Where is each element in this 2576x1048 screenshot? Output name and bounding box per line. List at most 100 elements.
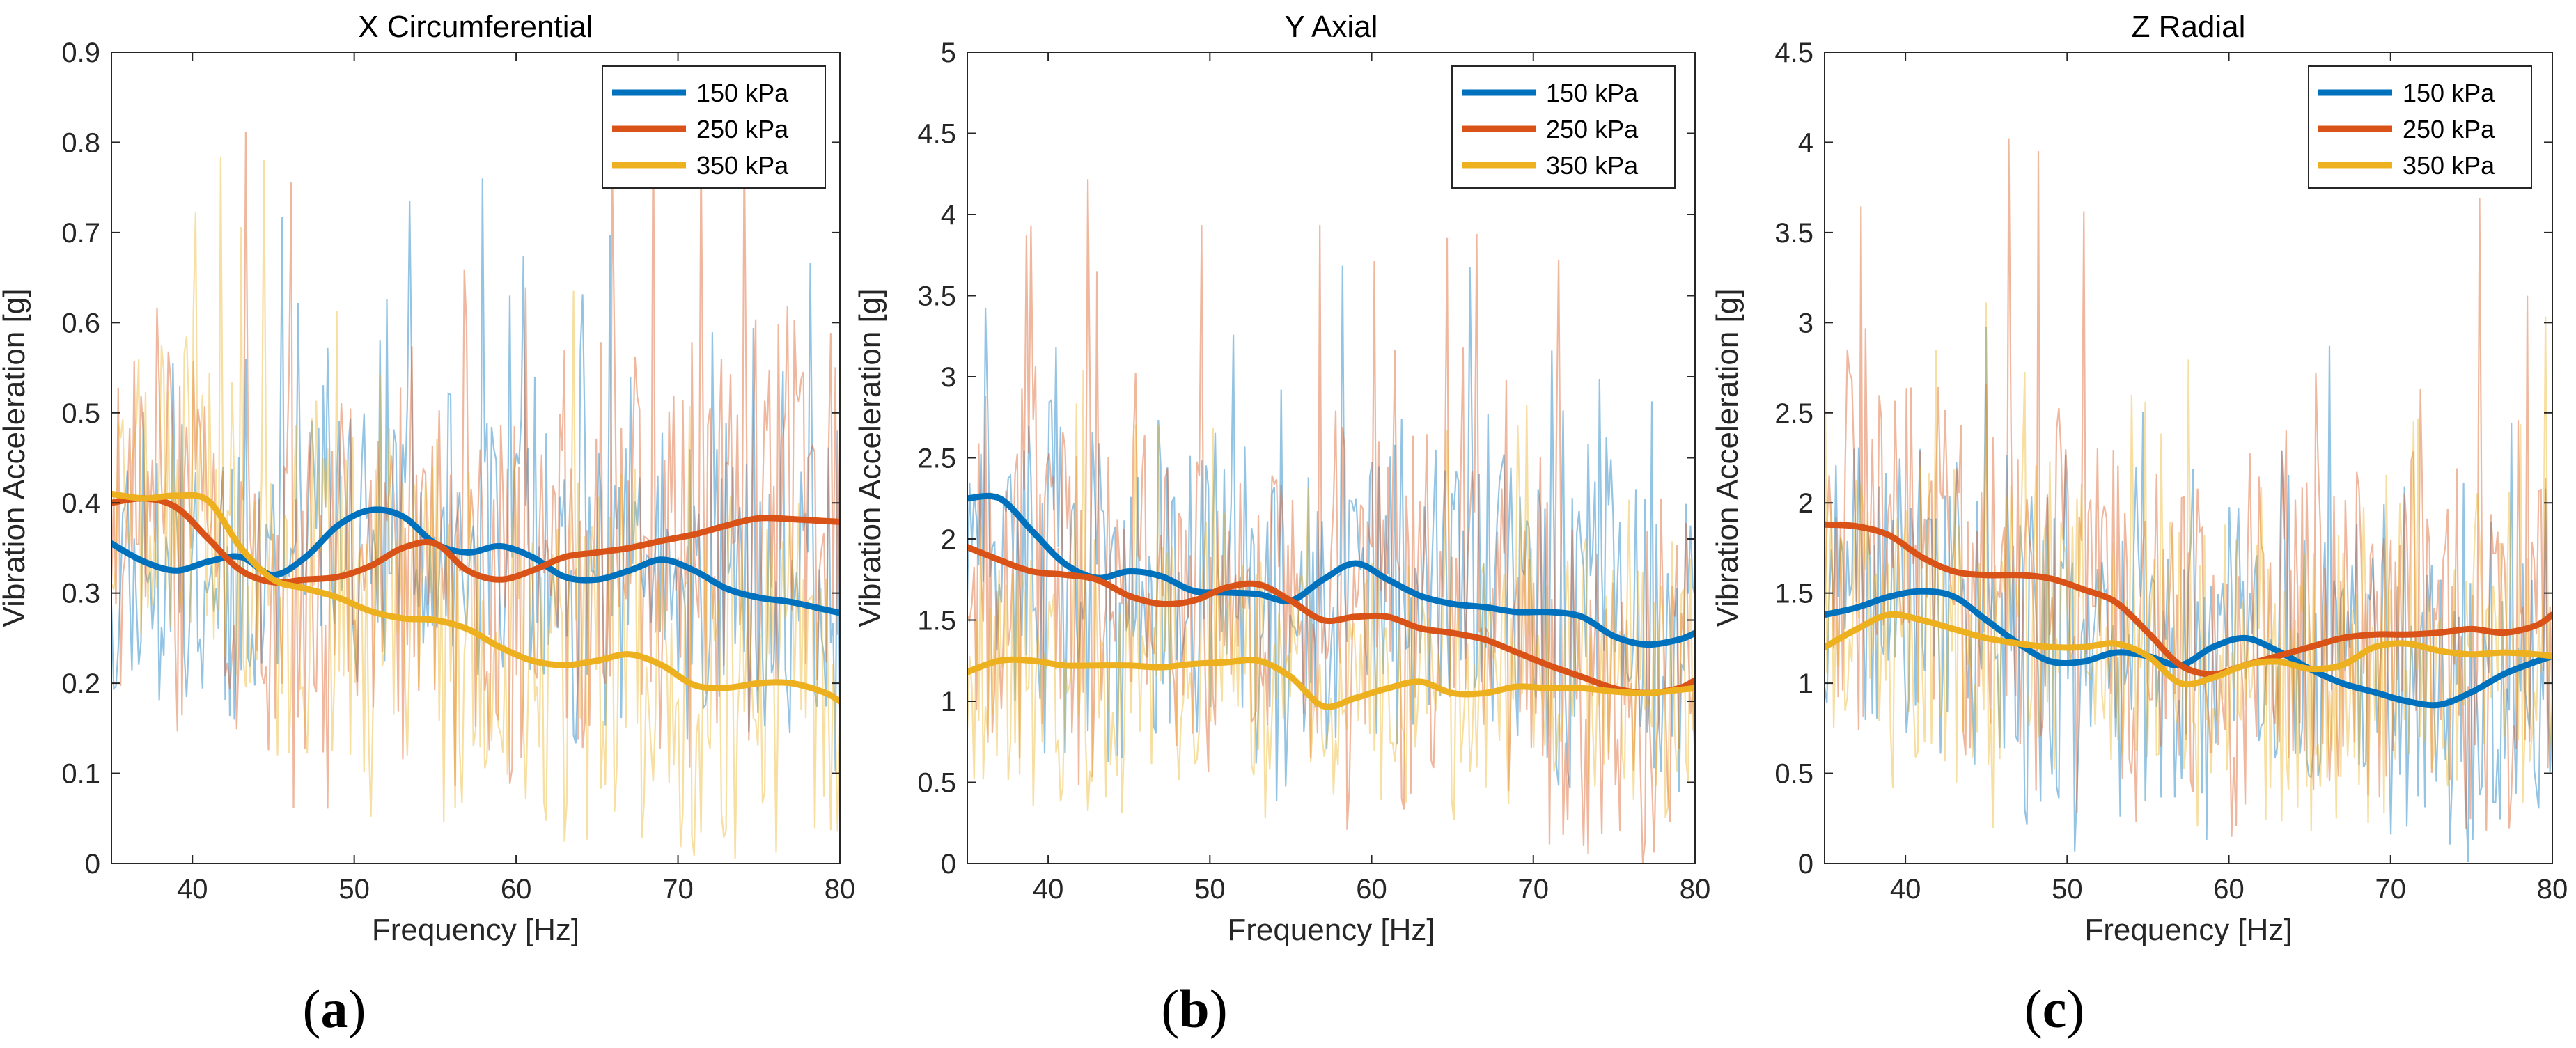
panel-label: (b) (1161, 978, 1227, 1039)
x-tick-label: 50 (2052, 874, 2083, 905)
series-raw-250-kpa (967, 179, 1695, 863)
y-tick-label: 0.1 (61, 759, 100, 790)
y-tick-label: 1 (1798, 668, 1813, 699)
panel-label-open: ( (1161, 978, 1179, 1039)
legend-entry: 150 kPa (1546, 79, 1639, 107)
y-tick-label: 3 (1798, 308, 1813, 338)
x-tick-label: 80 (2537, 874, 2568, 905)
chart-title: X Circumferential (358, 10, 593, 44)
x-tick-label: 40 (1890, 874, 1921, 905)
y-tick-label: 2.5 (917, 444, 956, 474)
y-tick-label: 3.5 (1774, 218, 1813, 249)
x-tick-label: 60 (501, 874, 532, 905)
y-tick-label: 2.5 (1774, 398, 1813, 429)
legend-entry: 250 kPa (696, 115, 789, 143)
series-line-250-kpa (1825, 521, 2552, 678)
panel-label-letter: c (2043, 978, 2067, 1039)
x-tick-label: 60 (2213, 874, 2245, 905)
plot-lines (967, 179, 1695, 863)
panel-label-open: ( (2024, 978, 2043, 1039)
series-line-150-kpa (1825, 588, 2552, 709)
y-tick-label: 0.8 (61, 127, 100, 158)
y-tick-label: 4 (1798, 127, 1813, 158)
chart-title: Z Radial (2132, 10, 2246, 44)
y-tick-label: 0 (941, 849, 956, 879)
legend-entry: 150 kPa (696, 79, 789, 107)
x-tick-label: 80 (825, 874, 856, 905)
panel-label-close: ) (2066, 978, 2084, 1039)
panel-label-open: ( (303, 978, 321, 1039)
panel-label: (c) (2024, 978, 2085, 1039)
series-raw-250-kpa (1825, 138, 2552, 837)
panel-label-letter: a (321, 978, 348, 1039)
chart-panel-2: 0 0.5 1 1.5 2 2.5 3 3.5 4 4.5 5 40 50 60 70 80 Y Axial Fr… (853, 10, 1710, 1039)
legend-entry: 350 kPa (1546, 151, 1639, 180)
y-tick-label: 1.5 (1774, 579, 1813, 609)
x-axis-label: Frequency [Hz] (2084, 913, 2292, 947)
series-raw-350-kpa (111, 157, 840, 859)
x-tick-label: 60 (1356, 874, 1387, 905)
panels: 00.10.20.30.40.50.60.70.80.940 50 60 70 80X … (0, 10, 2568, 1039)
y-tick-label: 0.9 (61, 38, 100, 68)
series-line-150-kpa (111, 506, 840, 616)
series-line-250-kpa (967, 544, 1695, 696)
y-axis-label: Vibration Acceleration [g] (0, 289, 31, 627)
plot-lines (111, 76, 840, 859)
y-tick-label: 0.4 (61, 488, 100, 519)
y-tick-label: 0.6 (61, 308, 100, 338)
y-tick-label: 0.7 (61, 218, 100, 249)
y-tick-label: 4.5 (1774, 38, 1813, 68)
y-tick-label: 1.5 (917, 606, 956, 636)
legend-entry: 150 kPa (2403, 79, 2495, 107)
panel-label: (a) (303, 978, 366, 1039)
y-tick-label: 0.5 (917, 768, 956, 799)
y-tick-label: 0.2 (61, 668, 100, 699)
y-axis-label: Vibration Acceleration [g] (1710, 289, 1744, 627)
panel-label-letter: b (1179, 978, 1209, 1039)
series-line-350-kpa (1825, 611, 2552, 688)
axes-frame (111, 52, 841, 864)
x-tick-label: 70 (662, 874, 694, 905)
y-tick-label: 0.3 (61, 579, 100, 609)
legend: 150 kPa 250 kPa 350 kPa (2308, 65, 2532, 189)
x-tick-label: 70 (1518, 874, 1549, 905)
legend-entry: 250 kPa (1546, 115, 1639, 143)
series-raw-150-kpa (111, 178, 840, 772)
y-axis-label: Vibration Acceleration [g] (853, 289, 887, 627)
y-tick-label: 1 (941, 687, 956, 717)
x-tick-label: 40 (1033, 874, 1064, 905)
series-line-250-kpa (111, 495, 840, 586)
chart-title: Y Axial (1285, 10, 1378, 44)
y-tick-label: 0 (85, 849, 100, 879)
axes-frame (1824, 52, 2553, 864)
y-tick-label: 0.5 (61, 398, 100, 429)
panel-label-close: ) (348, 978, 366, 1039)
y-tick-label: 2 (941, 524, 956, 555)
x-tick-label: 70 (2375, 874, 2407, 905)
x-tick-label: 50 (1194, 874, 1226, 905)
y-tick-label: 0 (1798, 849, 1813, 879)
y-tick-label: 3 (941, 362, 956, 393)
chart-panel-1: 0 0.1 0.2 0.3 0.4 0.5 0.6 0.7 0.8 0.9 40 50 60 70 80 X … (0, 10, 855, 1039)
x-tick-label: 50 (338, 874, 370, 905)
x-axis-label: Frequency [Hz] (1227, 913, 1435, 947)
legend-entry: 350 kPa (696, 151, 789, 180)
series-line-350-kpa (111, 490, 840, 705)
y-tick-label: 3.5 (917, 281, 956, 312)
plot-lines (1825, 138, 2552, 862)
x-tick-label: 40 (177, 874, 208, 905)
x-tick-label: 80 (1680, 874, 1711, 905)
y-tick-label: 4.5 (917, 119, 956, 150)
panel-label-close: ) (1210, 978, 1228, 1039)
legend: 150 kPa 250 kPa 350 kPa (1451, 65, 1676, 189)
chart-panel-3: 0 0.5 1 1.5 2 2.5 3 3.5 4 4.5 40 50 60 70 80 Z Radial Fr… (1710, 10, 2568, 1039)
series-raw-350-kpa (1825, 272, 2552, 831)
series-raw-150-kpa (967, 265, 1695, 801)
series-line-350-kpa (967, 656, 1695, 710)
y-tick-label: 4 (941, 200, 956, 230)
legend-entry: 350 kPa (2403, 151, 2495, 180)
legend: 150 kPa 250 kPa 350 kPa (602, 65, 826, 189)
y-tick-label: 2 (1798, 488, 1813, 519)
y-tick-label: 5 (941, 38, 956, 68)
